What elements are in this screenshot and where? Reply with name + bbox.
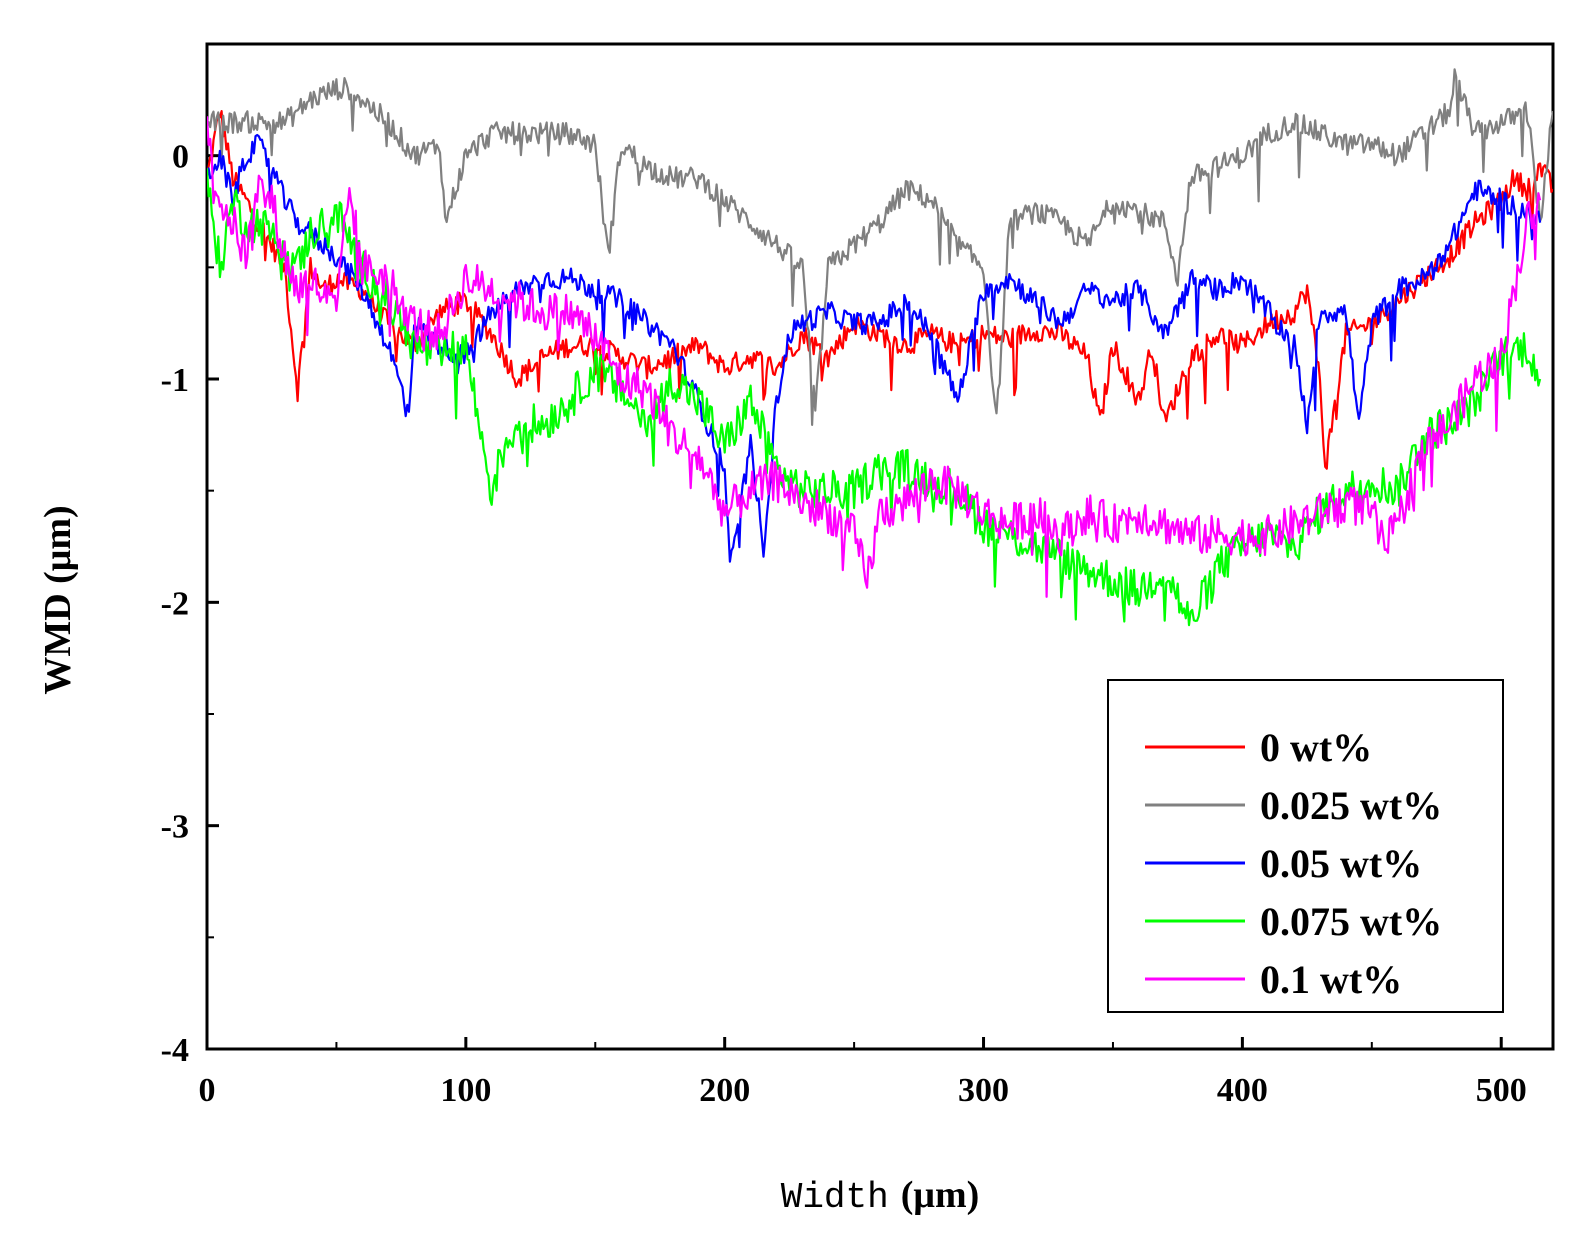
y-tick-label: -3	[161, 809, 189, 846]
series-layer	[207, 68, 1553, 627]
y-tick-label: -1	[161, 362, 189, 399]
y-tick-label: 0	[172, 139, 189, 176]
x-tick-label: 0	[199, 1072, 216, 1109]
legend-label: 0.075 wt%	[1260, 899, 1442, 944]
x-tick-label: 400	[1217, 1072, 1268, 1109]
axis-ticks: 0 100 200 300 400 500 0 -1 -2 -3 -4	[161, 139, 1527, 1109]
y-axis-title: WMD (μm)	[37, 505, 79, 694]
x-tick-label: 100	[440, 1072, 491, 1109]
legend-label: 0.05 wt%	[1260, 841, 1422, 886]
plot-frame	[205, 42, 1555, 1051]
legend-label: 0 wt%	[1260, 725, 1372, 770]
y-tick-label: -2	[161, 585, 189, 622]
series-line	[207, 68, 1553, 426]
x-tick-label: 200	[699, 1072, 750, 1109]
y-tick-label: -4	[161, 1032, 189, 1069]
series-line	[207, 116, 1542, 598]
x-axis-title-main: Width	[781, 1177, 889, 1218]
x-axis-title-unit: (μm)	[901, 1174, 980, 1216]
x-axis-title: Width (μm)	[781, 1174, 980, 1218]
legend-label: 0.025 wt%	[1260, 783, 1442, 828]
legend: 0 wt% 0.025 wt% 0.05 wt% 0.075 wt% 0.1 wt%	[1107, 679, 1504, 1013]
x-tick-label: 300	[958, 1072, 1009, 1109]
series-line	[207, 109, 1553, 470]
legend-label: 0.1 wt%	[1260, 957, 1402, 1002]
x-tick-label: 500	[1476, 1072, 1527, 1109]
legend-box	[1107, 679, 1504, 1013]
